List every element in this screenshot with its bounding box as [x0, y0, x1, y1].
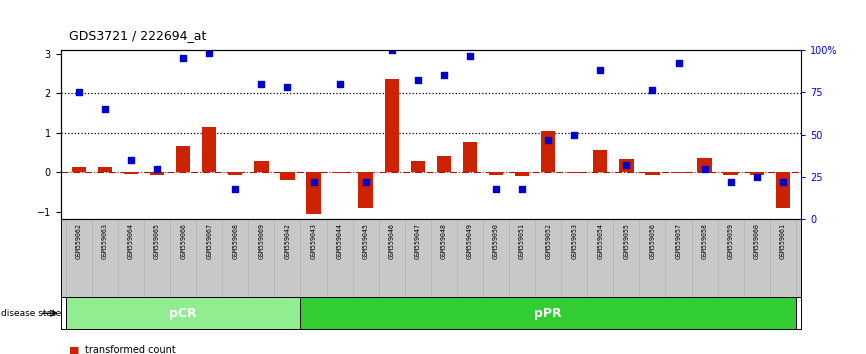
- Point: [307, 179, 320, 185]
- Bar: [567, 172, 581, 173]
- Bar: [66, 297, 301, 329]
- Bar: [619, 159, 634, 172]
- Text: GSM559064: GSM559064: [128, 223, 134, 258]
- Text: GSM559049: GSM559049: [467, 223, 473, 258]
- Point: [410, 77, 424, 83]
- Point: [593, 67, 607, 73]
- Text: GSM559047: GSM559047: [415, 223, 421, 258]
- Bar: [359, 172, 373, 208]
- Point: [645, 87, 659, 93]
- Text: GSM559043: GSM559043: [311, 223, 316, 258]
- Text: GSM559042: GSM559042: [284, 223, 290, 258]
- Bar: [410, 161, 425, 172]
- Text: GSM559069: GSM559069: [258, 223, 264, 258]
- Point: [515, 186, 529, 192]
- Text: GSM559045: GSM559045: [363, 223, 369, 258]
- Text: pPR: pPR: [534, 307, 562, 320]
- Bar: [515, 172, 529, 176]
- Text: GSM559067: GSM559067: [206, 223, 212, 258]
- Point: [672, 60, 686, 66]
- Bar: [176, 146, 191, 172]
- Bar: [281, 172, 294, 180]
- Point: [750, 174, 764, 180]
- Bar: [301, 297, 796, 329]
- Point: [203, 50, 216, 56]
- Point: [98, 106, 112, 112]
- Text: ■: ■: [69, 346, 80, 354]
- Bar: [255, 161, 268, 172]
- Point: [463, 53, 477, 59]
- Text: GSM559057: GSM559057: [675, 223, 682, 258]
- Text: GSM559060: GSM559060: [753, 223, 759, 258]
- Point: [698, 166, 712, 171]
- Point: [359, 179, 372, 185]
- Bar: [333, 172, 346, 173]
- Bar: [488, 172, 503, 175]
- Text: GSM559050: GSM559050: [493, 223, 499, 258]
- Point: [72, 89, 86, 95]
- Point: [385, 47, 398, 52]
- Bar: [202, 127, 216, 172]
- Bar: [541, 131, 555, 172]
- Bar: [124, 172, 139, 174]
- Text: transformed count: transformed count: [85, 346, 176, 354]
- Text: GSM559051: GSM559051: [519, 223, 525, 258]
- Point: [541, 137, 555, 142]
- Point: [437, 72, 451, 78]
- Text: GSM559046: GSM559046: [389, 223, 395, 258]
- Point: [724, 179, 738, 185]
- Text: GSM559065: GSM559065: [154, 223, 160, 258]
- Bar: [462, 142, 477, 172]
- Text: GSM559063: GSM559063: [102, 223, 108, 258]
- Point: [619, 162, 633, 168]
- Text: GSM559056: GSM559056: [650, 223, 656, 258]
- Point: [176, 55, 190, 61]
- Bar: [593, 150, 607, 172]
- Text: GSM559061: GSM559061: [779, 223, 785, 258]
- Text: GSM559053: GSM559053: [572, 223, 578, 258]
- Bar: [72, 167, 86, 172]
- Bar: [697, 158, 712, 172]
- Bar: [150, 172, 165, 175]
- Text: GSM559058: GSM559058: [701, 223, 708, 258]
- Bar: [307, 172, 320, 213]
- Text: GSM559044: GSM559044: [337, 223, 343, 258]
- Text: GSM559052: GSM559052: [546, 223, 551, 258]
- Text: disease state: disease state: [1, 309, 61, 318]
- Bar: [750, 172, 764, 175]
- Bar: [671, 172, 686, 173]
- Text: GSM559059: GSM559059: [727, 223, 734, 258]
- Bar: [645, 172, 660, 175]
- Text: GSM559054: GSM559054: [598, 223, 604, 258]
- Text: GDS3721 / 222694_at: GDS3721 / 222694_at: [69, 29, 207, 42]
- Text: GSM559068: GSM559068: [232, 223, 238, 258]
- Bar: [436, 156, 451, 172]
- Point: [124, 157, 138, 163]
- Point: [281, 84, 294, 90]
- Bar: [776, 172, 790, 208]
- Text: pCR: pCR: [170, 307, 197, 320]
- Point: [489, 186, 503, 192]
- Point: [255, 81, 268, 86]
- Point: [229, 186, 242, 192]
- Bar: [723, 172, 738, 175]
- Text: GSM559062: GSM559062: [76, 223, 82, 258]
- Bar: [228, 172, 242, 175]
- Point: [567, 132, 581, 137]
- Bar: [385, 79, 399, 172]
- Point: [776, 179, 790, 185]
- Point: [150, 166, 164, 171]
- Bar: [98, 167, 112, 172]
- Text: GSM559048: GSM559048: [441, 223, 447, 258]
- Text: GSM559066: GSM559066: [180, 223, 186, 258]
- Text: GSM559055: GSM559055: [624, 223, 630, 258]
- Point: [333, 81, 346, 86]
